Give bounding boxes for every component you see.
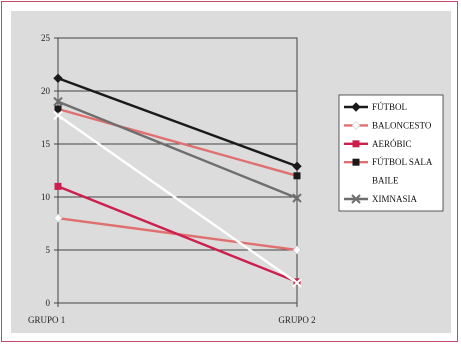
legend-item: AERÓBIC bbox=[344, 139, 412, 149]
legend-item: BALONCESTO bbox=[344, 120, 432, 130]
legend-marker bbox=[351, 175, 361, 186]
data-point bbox=[53, 110, 63, 121]
legend-label: BALONCESTO bbox=[372, 120, 432, 130]
line-chart: 0 5 10 15 20 25 GRUPO 1 GRUPO 2 FÚTBOL BALONCES… bbox=[28, 33, 444, 325]
series-line bbox=[57, 114, 298, 284]
chart-panel: 0 5 10 15 20 25 GRUPO 1 GRUPO 2 FÚTBOL BALONCES… bbox=[11, 11, 451, 333]
legend-box bbox=[338, 94, 444, 212]
data-point bbox=[53, 96, 63, 107]
x-tick-label: GRUPO 1 bbox=[28, 315, 65, 325]
y-tick-label: 20 bbox=[41, 86, 51, 96]
legend-item: XIMNASIA bbox=[344, 194, 418, 204]
chart-frame: 0 5 10 15 20 25 GRUPO 1 GRUPO 2 FÚTBOL BALONCES… bbox=[1, 1, 458, 342]
series-line bbox=[57, 77, 298, 168]
legend-item: FÚTBOL SALA bbox=[344, 157, 433, 167]
y-tick-label: 10 bbox=[41, 192, 51, 202]
legend: FÚTBOL BALONCESTO AERÓBIC FÚTBOL SALA BAILE X… bbox=[338, 94, 444, 212]
data-point bbox=[292, 245, 302, 255]
legend-marker bbox=[351, 120, 361, 130]
series-line bbox=[57, 100, 298, 200]
y-axis-ticks: 0 5 10 15 20 25 bbox=[41, 33, 58, 308]
legend-marker bbox=[352, 158, 360, 166]
data-point bbox=[292, 193, 302, 203]
legend-item: BAILE bbox=[344, 176, 399, 186]
y-tick-label: 0 bbox=[46, 298, 51, 308]
data-point bbox=[292, 278, 302, 288]
y-tick-label: 15 bbox=[41, 139, 51, 149]
data-point bbox=[54, 105, 62, 113]
series-line bbox=[57, 107, 298, 177]
y-tick-label: 25 bbox=[41, 33, 51, 43]
data-point bbox=[292, 161, 302, 171]
legend-label: FÚTBOL bbox=[372, 102, 407, 112]
legend-item: FÚTBOL bbox=[344, 102, 407, 112]
legend-marker bbox=[351, 102, 361, 112]
legend-label: XIMNASIA bbox=[372, 194, 418, 204]
y-tick-label: 5 bbox=[46, 245, 51, 255]
series-lines bbox=[57, 77, 298, 284]
legend-label: AERÓBIC bbox=[372, 139, 412, 149]
plot-area bbox=[57, 37, 298, 304]
legend-marker bbox=[351, 194, 361, 204]
data-point bbox=[53, 73, 63, 83]
legend-label: BAILE bbox=[372, 176, 399, 186]
data-point bbox=[54, 182, 62, 190]
data-point bbox=[53, 213, 63, 223]
legend-label: FÚTBOL SALA bbox=[372, 157, 433, 167]
x-tick-label: GRUPO 2 bbox=[278, 315, 315, 325]
series-line bbox=[57, 185, 298, 283]
data-point bbox=[293, 172, 301, 180]
series-markers bbox=[53, 73, 302, 288]
legend-marker bbox=[352, 140, 360, 148]
x-axis-ticks: GRUPO 1 GRUPO 2 bbox=[28, 303, 316, 325]
